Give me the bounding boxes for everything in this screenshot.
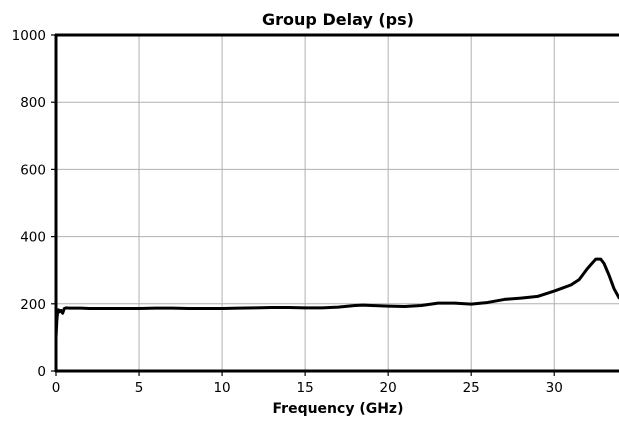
- x-tick-label: 5: [135, 380, 144, 396]
- y-tick-label: 400: [20, 230, 46, 246]
- y-axis-ticks: 0 200 400 600 800 1000: [12, 28, 56, 380]
- grid-lines: [56, 35, 619, 371]
- x-tick-label: 0: [52, 380, 61, 396]
- x-tick-label: 30: [546, 380, 563, 396]
- y-tick-label: 0: [37, 364, 46, 380]
- y-tick-label: 200: [20, 297, 46, 313]
- y-tick-label: 800: [20, 95, 46, 111]
- x-axis-label: Frequency (GHz): [273, 401, 404, 417]
- series-line: [54, 257, 619, 339]
- chart-title: Group Delay (ps): [262, 10, 414, 29]
- x-tick-label: 15: [297, 380, 314, 396]
- x-tick-label: 25: [463, 380, 480, 396]
- x-tick-label: 20: [380, 380, 397, 396]
- x-tick-label: 10: [213, 380, 230, 396]
- y-tick-label: 600: [20, 162, 46, 178]
- y-tick-label: 1000: [12, 28, 46, 44]
- x-axis-ticks: 0 5 10 15 20 25 30: [52, 371, 563, 396]
- axes-frame: [54, 33, 619, 373]
